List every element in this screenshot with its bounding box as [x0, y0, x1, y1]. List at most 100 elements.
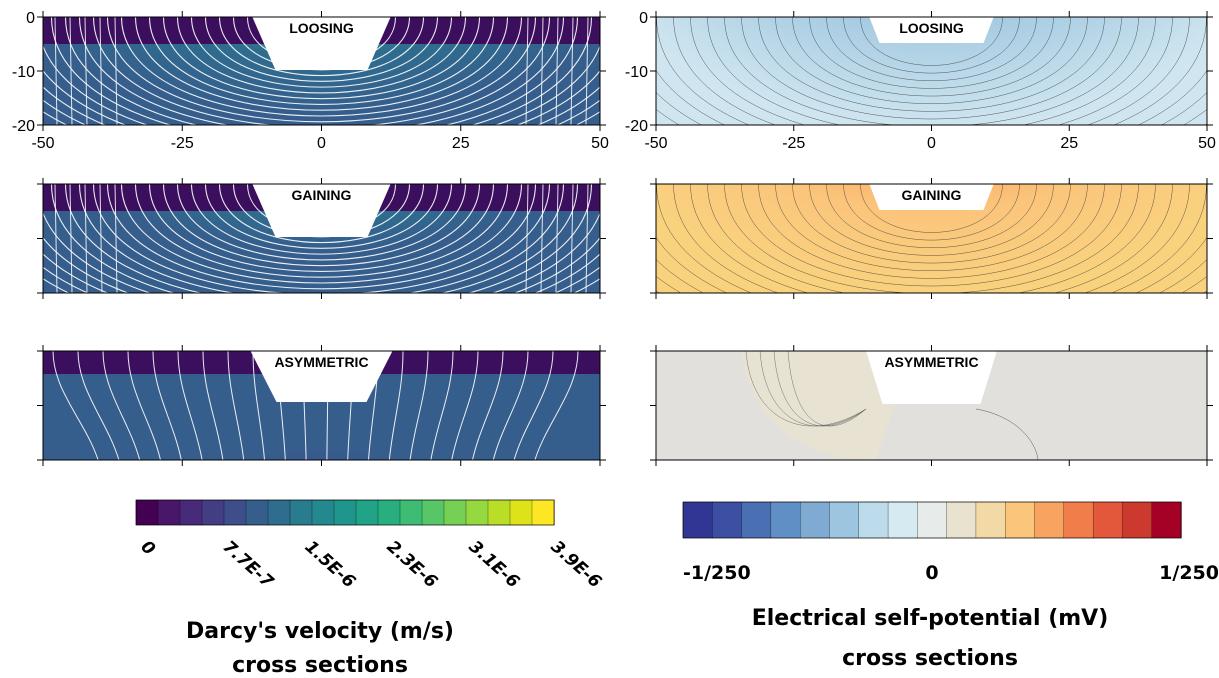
contour-line [707, 17, 1156, 125]
colorbar-swatch [289, 499, 313, 526]
streamline [492, 351, 529, 460]
streamline [50, 17, 593, 125]
channel [868, 15, 995, 43]
streamline [555, 17, 559, 125]
colorbar-swatch [245, 499, 269, 526]
potential-field [656, 184, 1207, 293]
colorbar-swatch [829, 501, 860, 539]
contour-line [656, 91, 1207, 125]
self-potential-subtitle: cross sections [842, 646, 1018, 671]
streamline [451, 351, 479, 460]
velocity-title: Darcy's velocity (m/s) [186, 619, 454, 644]
colorbar-swatch [1034, 501, 1065, 539]
streamline [525, 184, 529, 293]
section-label: ASYMMETRIC [884, 354, 978, 370]
streamline [43, 210, 600, 293]
streamline [409, 351, 429, 460]
streamline [148, 17, 495, 105]
potential-field [741, 351, 896, 460]
streamline [64, 184, 579, 293]
colorbar-swatch [157, 499, 181, 526]
streamline [570, 184, 574, 293]
x-tick-label: 25 [1060, 135, 1078, 152]
streamline [92, 184, 551, 293]
streamline [43, 252, 600, 293]
streamline [176, 184, 467, 261]
colorbar-swatch [465, 499, 489, 526]
streamline [69, 17, 73, 125]
contour-line [975, 408, 1039, 460]
colorbar-swatch [975, 501, 1006, 539]
x-tick-label: 0 [317, 135, 326, 152]
streamline [162, 17, 481, 100]
colorbar-tick-label: 2.3E-6 [383, 537, 442, 593]
colorbar-swatch [770, 501, 801, 539]
colorbar-swatch [1092, 501, 1124, 539]
streamline [204, 17, 439, 82]
streamline [540, 17, 544, 125]
colorbar-swatch [179, 499, 203, 526]
colorbar-swatch [531, 499, 555, 526]
contour-line [759, 351, 867, 427]
x-tick-label: 50 [1198, 135, 1216, 152]
contour-line [690, 17, 1173, 125]
colorbar-swatch [800, 501, 831, 539]
y-tick-label: -10 [625, 64, 648, 81]
channel [251, 15, 392, 70]
streamline [472, 351, 504, 460]
colorbar-swatch [487, 499, 511, 526]
streamline [99, 184, 103, 293]
streamline [218, 17, 425, 76]
velocity-subtitle: cross sections [232, 653, 408, 678]
colorbar-swatch [267, 499, 291, 526]
streamline [92, 17, 551, 125]
streamline [78, 184, 565, 293]
colorbar-tick-label: -1/250 [683, 562, 751, 584]
streamline [54, 184, 58, 293]
x-tick-label: 0 [927, 135, 936, 152]
colorbar-swatch [509, 499, 533, 526]
colorbar-swatch [1005, 501, 1036, 539]
streamline [43, 236, 600, 293]
streamline [43, 85, 600, 125]
y-tick-label: -20 [625, 118, 648, 135]
streamline [84, 17, 88, 125]
streamline [120, 184, 523, 284]
velocity-field [201, 390, 442, 460]
streamline [204, 184, 439, 249]
streamline [152, 351, 182, 460]
y-tick-label: 0 [639, 10, 648, 27]
streamline [99, 17, 103, 125]
colorbar-swatch [399, 499, 423, 526]
section-label: GAINING [292, 187, 352, 203]
streamline [77, 351, 120, 460]
colorbar-swatch [682, 501, 713, 539]
x-tick-label: -25 [171, 135, 194, 152]
colorbar-tick-label: 1/250 [1159, 562, 1219, 584]
x-tick-label: 25 [452, 135, 470, 152]
self-potential-title: Electrical self-potential (mV) [752, 606, 1109, 631]
colorbar-swatch [712, 501, 743, 539]
channel [251, 182, 392, 237]
streamline [120, 17, 523, 117]
colorbar-swatch [377, 499, 401, 526]
x-tick-label: -25 [782, 135, 805, 152]
streamline [54, 17, 58, 125]
colorbar-swatch [946, 501, 977, 539]
streamline [525, 17, 529, 125]
streamline [69, 184, 73, 293]
x-tick-label: -50 [644, 135, 667, 152]
colorbar-swatch [135, 499, 159, 526]
colorbar-tick-label: 1.5E-6 [301, 537, 360, 593]
streamline [50, 184, 593, 293]
contour-line [707, 184, 1156, 293]
streamline [43, 69, 600, 125]
streamline [162, 184, 481, 267]
colorbar-swatch [1063, 501, 1094, 539]
potential-field [656, 17, 1207, 125]
x-tick-label: 50 [591, 135, 609, 152]
streamline [134, 184, 509, 278]
colorbar-swatch [858, 501, 889, 539]
colorbar-swatch [333, 499, 357, 526]
